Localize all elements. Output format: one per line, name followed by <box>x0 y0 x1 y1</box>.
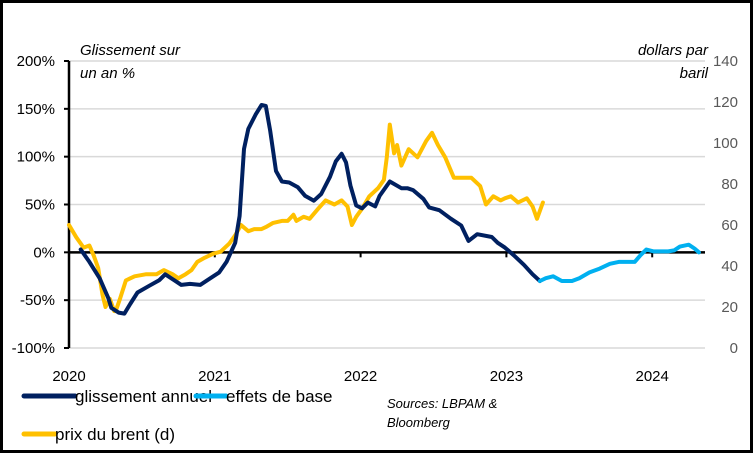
right-axis-tick-label: 20 <box>721 299 738 316</box>
left-axis: 200% 150% 100% 50% 0% -50% -100% <box>12 53 71 357</box>
left-axis-tick-label: 0% <box>33 244 55 261</box>
x-axis-tick-label: 2020 <box>52 368 85 385</box>
left-axis-title-line2: un an % <box>80 65 135 82</box>
right-axis-tick-label: 140 <box>713 53 738 70</box>
x-axis-tick-label: 2022 <box>344 368 377 385</box>
legend-label-glissement: glissement annuel <box>75 387 212 406</box>
right-axis-tick-label: 80 <box>721 176 738 193</box>
series-line-glissement-annuel <box>78 103 542 316</box>
right-axis-title-line1: dollars par <box>638 42 709 59</box>
source-line1: Sources: LBPAM & <box>387 396 497 411</box>
right-axis-tick-label: 120 <box>713 94 738 111</box>
right-axis-tick-label: 60 <box>721 217 738 234</box>
right-axis-tick-label: 0 <box>730 340 738 357</box>
zero-axis <box>68 251 705 258</box>
legend-label-brent: prix du brent (d) <box>55 425 175 444</box>
left-axis-tick-label: -50% <box>20 292 55 309</box>
left-axis-tick-label: 50% <box>25 197 55 214</box>
source-line2: Bloomberg <box>387 415 451 430</box>
series-group <box>67 103 701 316</box>
left-axis-title-line1: Glissement sur <box>80 42 181 59</box>
legend-item-brent[interactable]: prix du brent (d) <box>21 425 175 444</box>
left-axis-tick-label: 150% <box>17 101 55 118</box>
left-axis-tick-label: 200% <box>17 53 55 70</box>
legend-item-effets-de-base[interactable]: effets de base <box>193 387 333 406</box>
x-axis-tick-label: 2021 <box>198 368 231 385</box>
right-axis: 140 120 100 80 60 40 20 0 <box>713 53 738 357</box>
x-axis-tick-label: 2023 <box>490 368 523 385</box>
left-axis-tick-label: 100% <box>17 149 55 166</box>
legend: glissement annuel effets de base prix du… <box>21 387 333 444</box>
right-axis-tick-label: 40 <box>721 258 738 275</box>
x-axis-tick-label: 2024 <box>636 368 669 385</box>
gridlines <box>69 60 705 349</box>
right-axis-tick-label: 100 <box>713 135 738 152</box>
legend-label-effets-de-base: effets de base <box>226 387 333 406</box>
series-line-prix-du-brent-d <box>67 122 545 314</box>
right-axis-title-line2: baril <box>680 65 709 82</box>
left-axis-tick-label: -100% <box>12 340 55 357</box>
series-line-effets-de-base <box>537 242 701 283</box>
x-axis: 2020 2021 2022 2023 2024 <box>52 368 669 385</box>
legend-item-glissement[interactable]: glissement annuel <box>21 387 212 406</box>
